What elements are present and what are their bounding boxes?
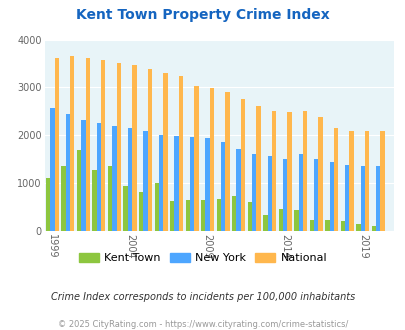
Bar	[205, 138, 209, 231]
Bar	[287, 112, 291, 231]
Bar	[46, 178, 50, 231]
Bar	[96, 123, 101, 231]
Bar	[298, 154, 302, 231]
Bar	[112, 126, 116, 231]
Bar	[170, 201, 174, 231]
Bar	[236, 149, 240, 231]
Bar	[364, 131, 369, 231]
Bar	[128, 128, 132, 231]
Bar	[267, 156, 271, 231]
Text: Kent Town Property Crime Index: Kent Town Property Crime Index	[76, 8, 329, 22]
Bar	[256, 106, 260, 231]
Bar	[123, 185, 128, 231]
Bar	[81, 119, 85, 231]
Bar	[349, 130, 353, 231]
Bar	[225, 92, 229, 231]
Bar	[302, 112, 307, 231]
Text: Crime Index corresponds to incidents per 100,000 inhabitants: Crime Index corresponds to incidents per…	[51, 292, 354, 302]
Bar	[185, 200, 190, 231]
Bar	[66, 114, 70, 231]
Bar	[139, 192, 143, 231]
Bar	[313, 159, 318, 231]
Bar	[116, 63, 121, 231]
Bar	[85, 58, 90, 231]
Bar	[240, 99, 245, 231]
Bar	[379, 131, 384, 231]
Bar	[220, 142, 225, 231]
Bar	[61, 166, 66, 231]
Bar	[178, 76, 183, 231]
Bar	[108, 166, 112, 231]
Bar	[252, 154, 256, 231]
Legend: Kent Town, New York, National: Kent Town, New York, National	[74, 248, 331, 267]
Bar	[200, 200, 205, 231]
Bar	[360, 166, 364, 231]
Bar	[329, 162, 333, 231]
Bar	[147, 69, 151, 231]
Bar	[77, 150, 81, 231]
Bar	[163, 73, 167, 231]
Bar	[194, 85, 198, 231]
Bar	[271, 111, 275, 231]
Bar	[92, 170, 96, 231]
Bar	[375, 166, 379, 231]
Bar	[216, 199, 220, 231]
Bar	[333, 128, 337, 231]
Bar	[278, 210, 282, 231]
Text: © 2025 CityRating.com - https://www.cityrating.com/crime-statistics/: © 2025 CityRating.com - https://www.city…	[58, 320, 347, 329]
Bar	[232, 196, 236, 231]
Bar	[318, 116, 322, 231]
Bar	[70, 56, 74, 231]
Bar	[324, 220, 329, 231]
Bar	[50, 108, 54, 231]
Bar	[344, 165, 349, 231]
Bar	[309, 219, 313, 231]
Bar	[101, 60, 105, 231]
Bar	[143, 131, 147, 231]
Bar	[54, 58, 59, 231]
Bar	[340, 221, 344, 231]
Bar	[356, 224, 360, 231]
Bar	[209, 88, 213, 231]
Bar	[174, 136, 178, 231]
Bar	[190, 137, 194, 231]
Bar	[371, 226, 375, 231]
Bar	[282, 159, 287, 231]
Bar	[132, 65, 136, 231]
Bar	[247, 202, 252, 231]
Bar	[158, 135, 163, 231]
Bar	[154, 183, 158, 231]
Bar	[262, 215, 267, 231]
Bar	[294, 211, 298, 231]
